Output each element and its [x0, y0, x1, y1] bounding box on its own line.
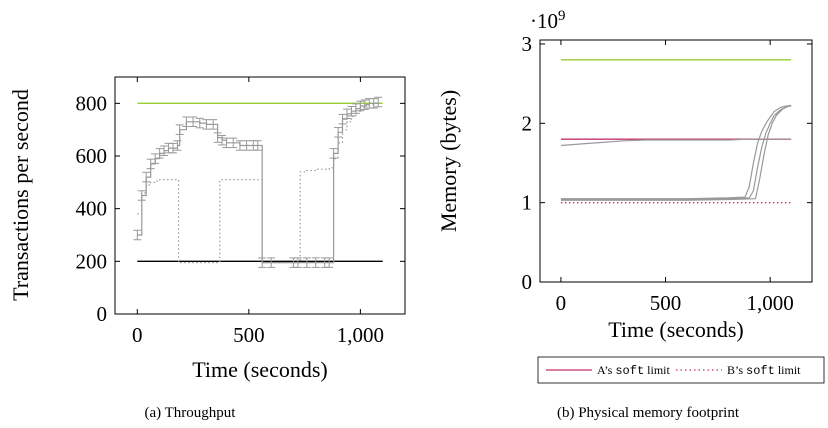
panel-memory: 0 500 1,000 0 1 2 3 ·109 Time (seconds) Memory… — [436, 8, 825, 421]
throughput-y-tick-label: 800 — [76, 91, 108, 115]
memory-y-tick-label: 2 — [522, 111, 533, 135]
memory-x-tick-label: 0 — [556, 291, 567, 315]
throughput-y-tick-label: 0 — [97, 302, 108, 326]
memory-y-tick-label: 0 — [522, 270, 533, 294]
throughput-x-axis-label: Time (seconds) — [192, 357, 327, 382]
throughput-series — [133, 96, 383, 268]
memory-caption: (b) Physical memory footprint — [557, 405, 740, 421]
throughput-y-tick-label: 200 — [76, 249, 108, 273]
memory-multiplier: ·109 — [530, 8, 566, 33]
throughput-caption: (a) Throughput — [145, 405, 237, 421]
legend-label-a-soft-limit: A’s soft limit — [597, 363, 670, 378]
throughput-x-tick-label: 500 — [233, 323, 265, 347]
memory-series-6 — [560, 104, 792, 201]
throughput-ticks: 0 500 1,000 0 200 400 600 800 — [76, 77, 405, 347]
throughput-y-axis-label: Transactions per second — [8, 89, 33, 301]
memory-x-tick-label: 500 — [650, 291, 682, 315]
throughput-y-tick-label: 400 — [76, 197, 108, 221]
memory-legend: A’s soft limit B’s soft limit — [537, 356, 825, 384]
throughput-plot-frame — [114, 76, 406, 315]
panel-throughput: 0 500 1,000 0 200 400 600 800 Time (seconds) Tr… — [8, 76, 406, 421]
memory-x-axis-label: Time (seconds) — [608, 317, 743, 342]
throughput-series-2 — [137, 102, 379, 264]
memory-series-3 — [560, 138, 792, 147]
memory-y-tick-label: 3 — [522, 32, 533, 56]
memory-ticks: 0 500 1,000 0 1 2 3 — [522, 32, 812, 315]
legend-label-b-soft-limit: B’s soft limit — [727, 363, 801, 378]
memory-y-tick-label: 1 — [522, 191, 533, 215]
memory-series-5 — [560, 105, 792, 201]
memory-plot-frame — [539, 39, 813, 283]
memory-y-axis-label: Memory (bytes) — [436, 90, 461, 232]
memory-series — [560, 59, 792, 204]
throughput-x-tick-label: 0 — [132, 323, 143, 347]
memory-x-tick-label: 1,000 — [747, 291, 794, 315]
throughput-x-tick-label: 1,000 — [337, 323, 384, 347]
memory-series-4 — [560, 105, 792, 200]
throughput-y-tick-label: 600 — [76, 144, 108, 168]
throughput-series-3 — [137, 102, 379, 264]
